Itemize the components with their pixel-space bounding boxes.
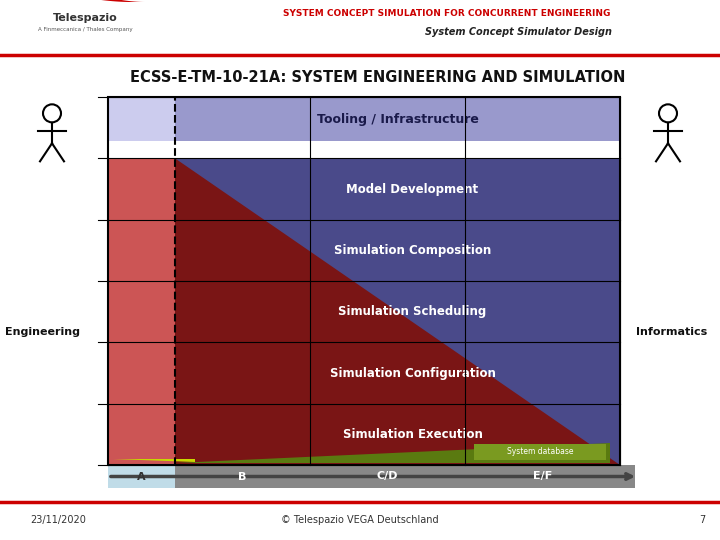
Text: SYSTEM CONCEPT SIMULATION FOR CONCURRENT ENGINEERING: SYSTEM CONCEPT SIMULATION FOR CONCURRENT…	[283, 10, 610, 18]
Bar	[108, 141, 620, 158]
Text: Simulation Scheduling: Simulation Scheduling	[338, 305, 487, 318]
Text: © Telespazio VEGA Deutschland: © Telespazio VEGA Deutschland	[282, 515, 438, 525]
Polygon shape	[113, 459, 195, 462]
Bar	[108, 97, 175, 158]
Text: Simulation Configuration: Simulation Configuration	[330, 367, 495, 380]
Text: System Concept Simulator Design: System Concept Simulator Design	[425, 27, 612, 37]
Text: Model Development: Model Development	[346, 183, 479, 195]
Bar	[175, 465, 635, 488]
FancyBboxPatch shape	[474, 444, 606, 460]
Text: Tooling / Infrastructure: Tooling / Infrastructure	[317, 112, 478, 126]
Text: Engineering: Engineering	[4, 327, 79, 336]
Polygon shape	[0, 0, 145, 2]
Text: E/F: E/F	[533, 471, 552, 482]
Text: ECSS-E-TM-10-21A: SYSTEM ENGINEERING AND SIMULATION: ECSS-E-TM-10-21A: SYSTEM ENGINEERING AND…	[130, 70, 626, 84]
Bar	[0, 0, 720, 55]
Text: Simulation Composition: Simulation Composition	[334, 244, 491, 257]
Polygon shape	[175, 158, 620, 465]
Text: A: A	[138, 471, 146, 482]
Polygon shape	[175, 443, 610, 463]
Text: C/D: C/D	[377, 471, 398, 482]
Text: System database: System database	[507, 448, 573, 456]
Text: Informatics: Informatics	[636, 327, 708, 336]
Bar	[108, 158, 175, 465]
Text: Telespazio: Telespazio	[53, 13, 117, 23]
Bar	[108, 465, 175, 488]
Text: A Finmeccanica / Thales Company: A Finmeccanica / Thales Company	[37, 28, 132, 32]
Bar	[108, 158, 620, 465]
Text: Simulation Execution: Simulation Execution	[343, 428, 482, 441]
Text: 23/11/2020: 23/11/2020	[30, 515, 86, 525]
Bar	[175, 97, 620, 158]
Text: B: B	[238, 471, 247, 482]
Text: 7: 7	[698, 515, 705, 525]
Bar	[108, 97, 620, 465]
